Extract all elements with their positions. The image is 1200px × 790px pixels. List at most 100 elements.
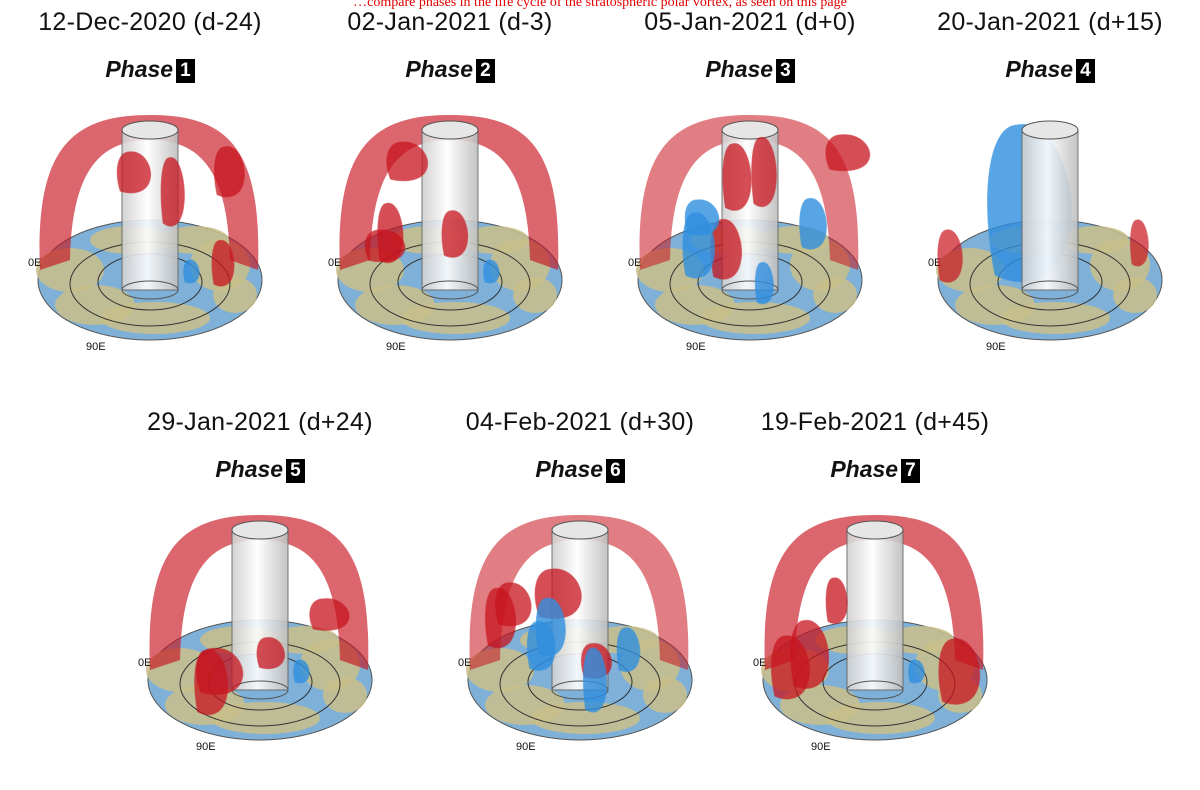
panel-phase-2: 02-Jan-2021 (d-3) Phase 2 0E 90E <box>300 0 600 390</box>
positive-anomaly-surface <box>751 136 777 208</box>
vortex-column-top <box>551 520 609 540</box>
land-mass <box>530 702 640 734</box>
land-mass <box>513 277 557 313</box>
vortex-3d-plot: 0E 90E <box>28 115 263 353</box>
phase-label: Phase <box>405 56 474 82</box>
positive-anomaly-surface <box>764 515 984 670</box>
longitude-label-0e: 0E <box>753 657 766 669</box>
negative-anomaly-surface <box>754 261 774 305</box>
phase-label: Phase <box>705 56 774 82</box>
phase-title: Phase 5 <box>110 456 410 483</box>
longitude-label-90e: 90E <box>516 741 536 753</box>
negative-anomaly-surface <box>526 621 556 671</box>
vortex-column-base <box>1021 280 1079 300</box>
longitude-label-90e: 90E <box>86 341 106 353</box>
panel-phase-7: 19-Feb-2021 (d+45) Phase 7 0E 90E <box>725 400 1025 790</box>
negative-anomaly-surface <box>799 198 828 250</box>
panel-phase-5: 29-Jan-2021 (d+24) Phase 5 0E 90E <box>110 400 410 790</box>
negative-anomaly-surface <box>483 259 500 284</box>
positive-anomaly-surface <box>825 577 848 624</box>
phase-title: Phase 7 <box>725 456 1025 483</box>
land-mass <box>825 702 935 734</box>
panel-date: 29-Jan-2021 (d+24) <box>147 408 373 436</box>
positive-anomaly-surface <box>194 649 229 716</box>
phase-number-badge: 5 <box>286 459 305 483</box>
panel-phase-6: 04-Feb-2021 (d+30) Phase 6 0E 90E <box>430 400 730 790</box>
longitude-label-90e: 90E <box>196 741 216 753</box>
phase-number-badge: 4 <box>1076 59 1095 83</box>
vortex-3d-plot: 0E 90E <box>328 115 563 353</box>
phase-title: Phase 2 <box>300 56 600 83</box>
panel-date: 04-Feb-2021 (d+30) <box>465 408 695 436</box>
vortex-column-top <box>421 120 479 140</box>
longitude-label-0e: 0E <box>458 657 471 669</box>
positive-anomaly-surface <box>938 638 981 705</box>
negative-anomaly-surface <box>616 627 641 673</box>
positive-anomaly-surface <box>469 515 689 670</box>
phase-label: Phase <box>105 56 174 82</box>
land-mass <box>1000 302 1110 334</box>
vortex-column <box>846 529 904 691</box>
positive-anomaly-surface <box>213 146 245 198</box>
negative-anomaly-surface <box>682 212 716 279</box>
phase-label: Phase <box>215 456 284 482</box>
phase-label: Phase <box>1005 56 1074 82</box>
positive-anomaly-surface <box>937 229 963 283</box>
positive-anomaly-surface <box>39 115 259 270</box>
vortex-3d-plot: 0E 90E <box>458 515 693 753</box>
positive-anomaly-surface <box>441 210 469 258</box>
panel-date: 12-Dec-2020 (d-24) <box>38 8 262 36</box>
vortex-column-base <box>721 280 779 300</box>
land-mass <box>813 277 857 313</box>
positive-anomaly-surface <box>825 134 871 172</box>
positive-anomaly-surface <box>256 637 286 670</box>
positive-anomaly-surface <box>309 598 350 631</box>
longitude-label-0e: 0E <box>138 657 151 669</box>
vortex-column <box>421 129 479 291</box>
land-mass <box>1113 277 1157 313</box>
phase-label: Phase <box>535 456 604 482</box>
vortex-column-base <box>121 280 179 300</box>
vortex-column-top <box>1021 120 1079 140</box>
phase-number-badge: 2 <box>476 59 495 83</box>
longitude-label-90e: 90E <box>811 741 831 753</box>
land-mass <box>400 302 510 334</box>
phase-title: Phase 3 <box>600 56 900 83</box>
phase-number-badge: 7 <box>901 459 920 483</box>
negative-anomaly-surface <box>908 659 925 684</box>
vortex-column-top <box>846 520 904 540</box>
vortex-column-base <box>551 680 609 700</box>
vortex-3d-plot: 0E 90E <box>138 515 373 753</box>
land-mass <box>100 302 210 334</box>
vortex-3d-plot: 0E 90E <box>628 115 871 353</box>
positive-anomaly-surface <box>377 202 404 264</box>
positive-anomaly-surface <box>386 141 429 182</box>
vortex-column-base <box>846 680 904 700</box>
positive-anomaly-surface <box>149 515 369 670</box>
panel-date: 20-Jan-2021 (d+15) <box>937 8 1163 36</box>
longitude-label-90e: 90E <box>686 341 706 353</box>
longitude-label-0e: 0E <box>328 257 341 269</box>
vortex-column-base <box>421 280 479 300</box>
positive-anomaly-surface <box>116 151 152 194</box>
panel-date: 02-Jan-2021 (d-3) <box>347 8 553 36</box>
positive-anomaly-surface <box>211 239 235 287</box>
land-mass <box>323 677 367 713</box>
panel-date: 19-Feb-2021 (d+45) <box>760 408 990 436</box>
panel-phase-4: 20-Jan-2021 (d+15) Phase 4 0E 90E <box>900 0 1200 390</box>
negative-anomaly-surface <box>293 659 310 684</box>
phase-number-badge: 6 <box>606 459 625 483</box>
page-caption: …compare phases in the life cycle of the… <box>353 0 847 10</box>
panel-phase-3: 05-Jan-2021 (d+0) Phase 3 0E 90E <box>600 0 900 390</box>
longitude-label-0e: 0E <box>628 257 641 269</box>
panel-date: 05-Jan-2021 (d+0) <box>644 8 856 36</box>
phase-number-badge: 1 <box>176 59 195 83</box>
longitude-label-90e: 90E <box>386 341 406 353</box>
land-mass <box>213 277 257 313</box>
vortex-column <box>1021 129 1079 291</box>
panel-phase-1: 12-Dec-2020 (d-24) Phase 1 0E 90E <box>0 0 300 390</box>
phase-title: Phase 6 <box>430 456 730 483</box>
positive-anomaly-surface <box>1129 219 1149 267</box>
positive-anomaly-surface <box>160 157 185 227</box>
phase-title: Phase 4 <box>900 56 1200 83</box>
